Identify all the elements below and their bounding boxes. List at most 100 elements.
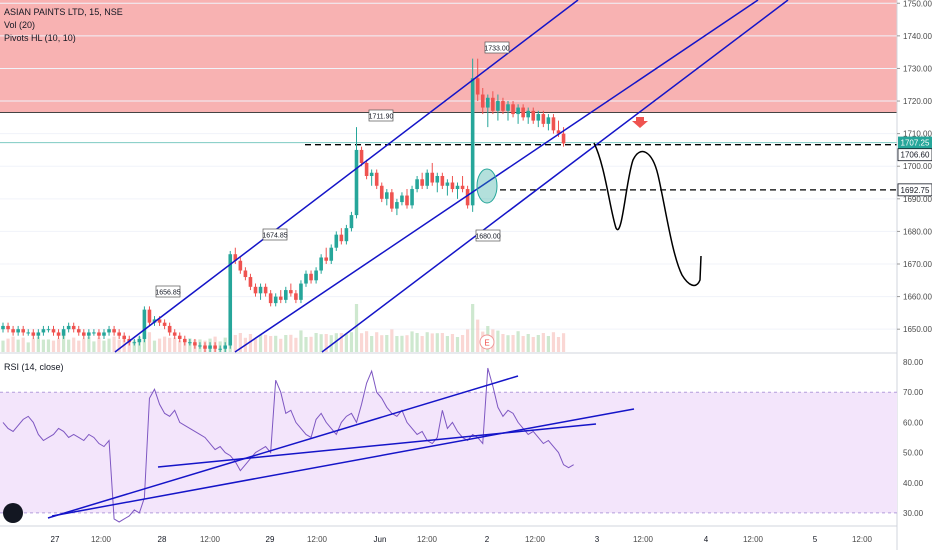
candle [6,322,10,333]
pivots-indicator-label[interactable]: Pivots HL (10, 10) [4,33,76,43]
candle [31,329,36,339]
volume-bar [344,334,348,352]
down-arrow-icon [632,117,648,128]
candle-body [551,117,556,131]
candle-body [117,332,121,336]
candle [26,329,31,336]
candle-body [213,345,217,349]
candle [309,270,313,284]
candle [36,329,41,339]
candle-body [299,283,303,300]
candle-body [157,319,162,323]
time-axis-label: 2 [485,535,490,544]
volume-bar [87,336,91,352]
volume-bar [349,332,354,352]
candle [278,290,283,304]
price-tick-label: 1710.00 [903,130,932,139]
volume-bar [163,336,167,352]
pivot-label-text: 1680.00 [475,234,500,241]
candle [334,231,339,251]
symbol-title[interactable]: ASIAN PAINTS LTD, 15, NSE [4,7,123,17]
candle [223,342,227,352]
price-scale-bg [897,0,932,550]
volume-bar [455,337,460,352]
volume-bar [526,334,530,352]
candle-body [561,133,566,144]
candle-body [172,332,177,336]
candle [405,189,409,209]
candle-body [263,286,268,294]
pivot-label: 1680.00 [475,229,501,242]
price-tick-label: 1670.00 [903,260,932,269]
volume-bar [405,335,409,352]
candle [76,325,81,336]
resistance-zone [0,0,897,113]
candle [92,329,96,336]
candle [364,159,369,180]
candle-body [304,273,308,284]
candle [51,325,56,336]
candle-body [435,176,440,183]
price-tick-label: 1660.00 [903,293,932,302]
candle-body [132,342,137,344]
candle [82,329,86,339]
volume-bar [420,336,424,352]
candle-body [430,172,435,183]
volume-bar [546,336,550,352]
candle [253,283,258,297]
candle [61,325,66,339]
candle-body [486,97,490,108]
earnings-marker: E [479,334,495,350]
candle [268,290,273,307]
price-label-text: 1706.60 [901,151,930,160]
volume-indicator-label[interactable]: Vol (20) [4,20,36,30]
candle [248,273,253,291]
candle [501,97,505,115]
candle-body [183,338,187,343]
candle-body [319,257,323,271]
time-axis-label: 29 [266,535,275,544]
volume-bar [496,330,500,352]
candle-body [218,348,222,350]
price-label: 1692.75 [897,183,932,197]
rsi-indicator-label[interactable]: RSI (14, close) [4,362,64,372]
candle [183,335,187,346]
volume-bar [556,337,561,352]
volume-bar [97,337,101,352]
candle [354,127,359,219]
candle [425,169,429,190]
candle [203,342,207,352]
candle [450,176,455,193]
candle-body [253,286,258,294]
pivot-label-box [262,228,288,241]
candle [304,270,308,287]
candle-body [415,179,419,190]
rsi-band [0,392,897,513]
volume-bar [36,336,40,352]
volume-bar [51,340,56,352]
candle-body [450,182,455,190]
candle-body [233,254,238,261]
rsi-tick-label: 30.00 [903,509,924,518]
candle-body [465,189,470,206]
candle [1,322,5,333]
pivot-label-box [368,109,394,122]
candle-body [147,309,152,323]
candle [546,114,551,131]
candle-body [405,195,409,206]
tradingview-logo-icon[interactable] [3,503,23,523]
volume-bar [248,334,253,352]
earnings-marker-circle [479,334,495,350]
time-axis-label: Jun [374,535,387,544]
candle-body [354,149,359,216]
candle [11,325,15,336]
candle-body [496,101,500,111]
volume-bar [551,332,556,352]
candle-body [268,293,273,304]
candle-body [334,234,339,248]
candle [289,283,293,297]
candle-body [122,335,126,339]
candle-body [188,342,192,344]
